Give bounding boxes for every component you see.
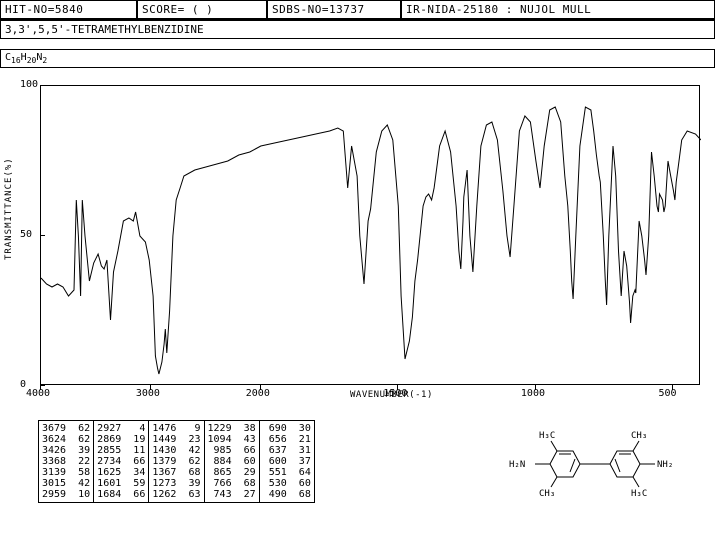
mol-ch3-tr: CH₃ — [631, 431, 647, 441]
y-tick: 100 — [20, 79, 38, 90]
score-cell: SCORE= ( ) — [137, 0, 267, 19]
formula-h-n: 20 — [27, 56, 37, 65]
y-axis-label: TRANSMITTANCE(%) — [4, 157, 14, 260]
peak-row: 3015 42 — [42, 478, 90, 489]
peak-row: 1449 23 — [152, 434, 200, 445]
y-tick: 50 — [20, 229, 32, 240]
peak-row: 3679 62 — [42, 423, 90, 434]
peak-row: 1430 42 — [152, 445, 200, 456]
peak-row: 1094 43 — [208, 434, 256, 445]
mol-nh2-l: H₂N — [509, 460, 525, 470]
hit-no-cell: HIT-NO=5840 — [0, 0, 137, 19]
peak-row: 530 60 — [263, 478, 311, 489]
peak-row: 1476 9 — [152, 423, 200, 434]
peak-row: 1684 66 — [97, 489, 145, 500]
peak-row: 1273 39 — [152, 478, 200, 489]
formula-c-n: 16 — [11, 56, 21, 65]
peak-row: 985 66 — [208, 445, 256, 456]
peak-row: 637 31 — [263, 445, 311, 456]
sdbs-no-cell: SDBS-NO=13737 — [267, 0, 401, 19]
mol-ch3-tl: H₃C — [539, 431, 555, 441]
peak-row: 3368 22 — [42, 456, 90, 467]
x-tick: 1500 — [383, 388, 407, 399]
peak-row: 551 64 — [263, 467, 311, 478]
peak-column: 1476 91449 231430 421379 621367 681273 3… — [149, 421, 204, 502]
spectrum-plot — [40, 85, 700, 385]
peak-row: 1367 68 — [152, 467, 200, 478]
peak-row: 865 29 — [208, 467, 256, 478]
peak-row: 1601 59 — [97, 478, 145, 489]
peak-row: 600 37 — [263, 456, 311, 467]
x-tick: 3000 — [136, 388, 160, 399]
peak-row: 884 60 — [208, 456, 256, 467]
peak-row: 766 68 — [208, 478, 256, 489]
peak-row: 2869 19 — [97, 434, 145, 445]
molecule-structure: H₃C CH₃ CH₃ H₃C H₂N NH₂ — [505, 424, 685, 504]
compound-name: 3,3',5,5'-TETRAMETHYLBENZIDINE — [0, 20, 715, 39]
peak-column: 2927 42869 192855 112734 661625 341601 5… — [94, 421, 149, 502]
peak-row: 656 21 — [263, 434, 311, 445]
peak-column: 1229 381094 43 985 66 884 60 865 29 766 … — [205, 421, 260, 502]
molecule-svg: H₃C CH₃ CH₃ H₃C H₂N NH₂ — [505, 424, 685, 504]
mol-ch3-bl: CH₃ — [539, 489, 555, 499]
peak-column: 690 30 656 21 637 31 600 37 551 64 530 6… — [260, 421, 314, 502]
peak-row: 3624 62 — [42, 434, 90, 445]
peak-table: 3679 623624 623426 393368 223139 583015 … — [38, 420, 315, 503]
header-row-1: HIT-NO=5840 SCORE= ( ) SDBS-NO=13737 IR-… — [0, 0, 715, 20]
peak-row: 2734 66 — [97, 456, 145, 467]
peak-row: 490 68 — [263, 489, 311, 500]
x-tick: 1000 — [521, 388, 545, 399]
ir-nida-cell: IR-NIDA-25180 : NUJOL MULL — [401, 0, 715, 19]
x-tick: 500 — [658, 388, 676, 399]
peak-row: 3139 58 — [42, 467, 90, 478]
peak-column: 3679 623624 623426 393368 223139 583015 … — [39, 421, 94, 502]
peak-row: 2855 11 — [97, 445, 145, 456]
mol-nh2-r: NH₂ — [657, 460, 673, 470]
peak-row: 1262 63 — [152, 489, 200, 500]
peak-row: 743 27 — [208, 489, 256, 500]
peak-row: 1229 38 — [208, 423, 256, 434]
peak-row: 690 30 — [263, 423, 311, 434]
peak-row: 3426 39 — [42, 445, 90, 456]
mol-ch3-br: H₃C — [631, 489, 647, 499]
peak-row: 2959 10 — [42, 489, 90, 500]
formula: C16H20N2 — [0, 49, 715, 68]
peak-row: 1625 34 — [97, 467, 145, 478]
spectrum-line — [41, 86, 701, 386]
x-tick: 2000 — [246, 388, 270, 399]
peak-row: 2927 4 — [97, 423, 145, 434]
x-tick: 4000 — [26, 388, 50, 399]
formula-n-n: 2 — [42, 56, 47, 65]
peak-row: 1379 62 — [152, 456, 200, 467]
